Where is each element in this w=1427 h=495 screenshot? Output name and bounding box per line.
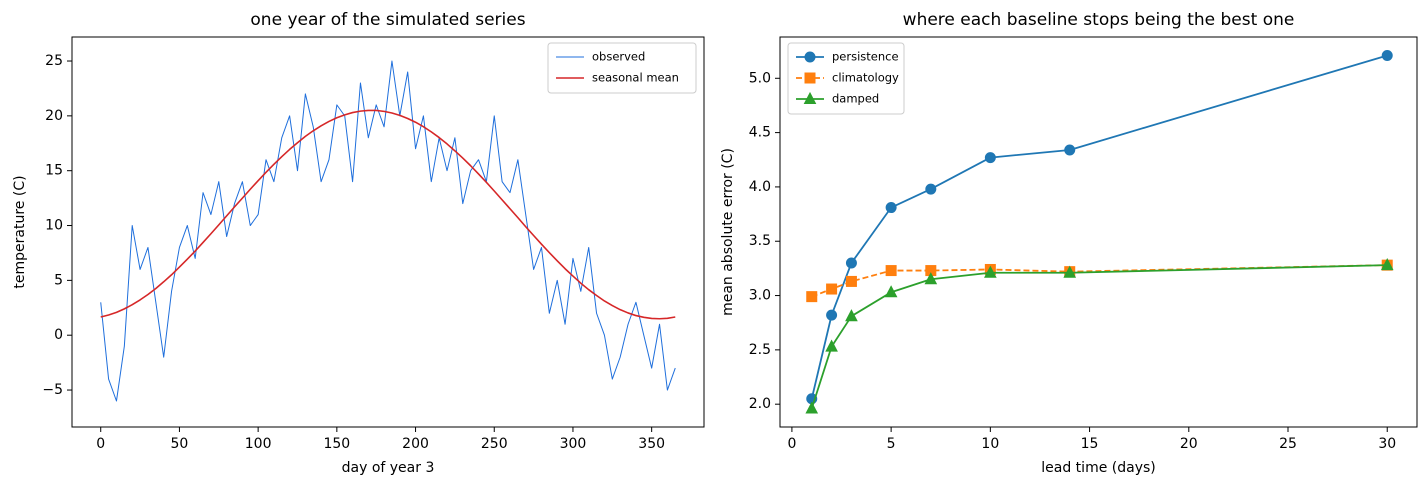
y-tick-label: 4.5: [749, 125, 771, 141]
x-tick-label: 350: [638, 436, 665, 452]
y-tick-label: 5: [54, 272, 63, 288]
marker: [885, 202, 897, 214]
legend-label: damped: [832, 92, 879, 106]
y-tick-label: 0: [54, 327, 63, 343]
x-axis-label: day of year 3: [342, 460, 435, 476]
series-line: [810, 264, 1388, 409]
legend-box: [787, 42, 905, 115]
marker: [1063, 265, 1077, 278]
legend-label: observed: [592, 50, 645, 64]
plot-frame: [71, 36, 705, 428]
marker: [804, 51, 816, 63]
x-tick-label: 0: [787, 436, 796, 452]
marker: [1064, 144, 1076, 156]
series-line: [811, 264, 1388, 298]
marker: [925, 183, 937, 195]
legend-box: [547, 42, 697, 94]
legend-label: climatology: [832, 71, 899, 85]
y-tick-label: 2.5: [749, 342, 771, 358]
x-tick-label: 50: [171, 436, 189, 452]
x-tick-label: 15: [1081, 436, 1099, 452]
x-axis-label: lead time (days): [1041, 460, 1155, 476]
x-tick-label: 0: [96, 436, 105, 452]
marker: [845, 275, 857, 287]
y-tick-label: 5.0: [749, 70, 771, 86]
x-tick-label: 250: [481, 436, 508, 452]
x-tick-label: 100: [245, 436, 272, 452]
legend-label: seasonal mean: [592, 71, 679, 85]
chart-title: where each baseline stops being the best…: [903, 10, 1295, 30]
y-tick-label: 3.5: [749, 233, 771, 249]
series-line: [810, 54, 1388, 399]
y-tick-label: 10: [45, 218, 63, 234]
legend-label: persistence: [832, 50, 899, 64]
x-tick-label: 10: [981, 436, 999, 452]
marker: [803, 91, 817, 104]
x-tick-label: 30: [1378, 436, 1396, 452]
marker: [805, 401, 819, 414]
y-tick-label: 25: [45, 53, 63, 69]
y-tick-label: 15: [45, 163, 63, 179]
marker: [884, 285, 898, 298]
marker: [1381, 49, 1393, 61]
y-tick-label: −5: [42, 382, 63, 398]
y-tick-label: 20: [45, 108, 63, 124]
chart-title: one year of the simulated series: [250, 10, 525, 30]
y-tick-label: 2.0: [749, 396, 771, 412]
marker: [826, 309, 838, 321]
marker: [825, 339, 838, 352]
marker: [845, 257, 857, 269]
y-axis-label: mean absolute error (C): [720, 148, 736, 316]
y-axis-label: temperature (C): [12, 175, 28, 288]
series-line: [100, 109, 676, 320]
marker: [885, 265, 897, 277]
marker: [1380, 258, 1394, 271]
marker: [806, 291, 818, 303]
marker: [984, 265, 997, 278]
x-tick-label: 200: [402, 436, 429, 452]
x-tick-label: 20: [1180, 436, 1198, 452]
y-tick-label: 3.0: [749, 288, 771, 304]
marker: [984, 152, 996, 164]
plot-frame: [779, 36, 1418, 428]
marker: [845, 309, 858, 322]
x-tick-label: 5: [887, 436, 896, 452]
series-line: [100, 60, 676, 402]
x-tick-label: 150: [323, 436, 350, 452]
x-tick-label: 300: [560, 436, 587, 452]
marker: [924, 272, 938, 285]
x-tick-label: 25: [1279, 436, 1297, 452]
marker: [804, 72, 816, 84]
marker: [826, 283, 838, 295]
y-tick-label: 4.0: [749, 179, 771, 195]
